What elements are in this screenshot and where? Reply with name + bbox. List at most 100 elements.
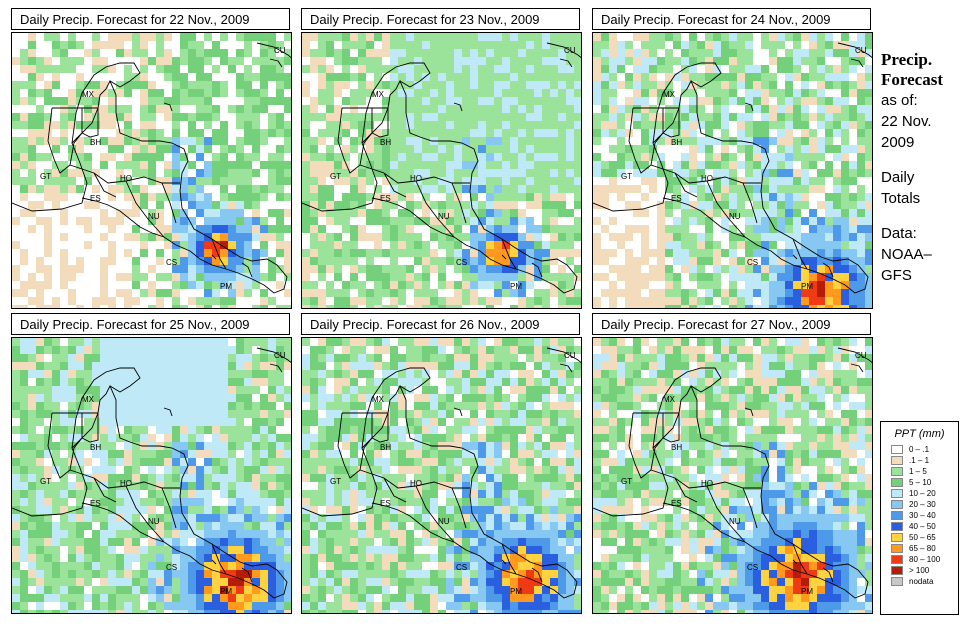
precip-cell: [601, 225, 609, 233]
precip-cell: [745, 225, 753, 233]
precip-cell: [84, 394, 92, 402]
precip-cell: [649, 73, 657, 81]
precip-cell: [334, 249, 342, 257]
precip-cell: [20, 354, 28, 362]
precip-cell: [366, 450, 374, 458]
precip-cell: [228, 610, 236, 613]
precip-cell: [220, 185, 228, 193]
precip-cell: [220, 129, 228, 137]
precip-cell: [318, 57, 326, 65]
precip-cell: [534, 57, 542, 65]
precip-cell: [486, 354, 494, 362]
precip-cell: [302, 450, 310, 458]
precip-cell: [310, 217, 318, 225]
precip-cell: [462, 402, 470, 410]
precip-cell: [398, 354, 406, 362]
precip-cell: [518, 89, 526, 97]
precip-cell: [244, 241, 252, 249]
precip-cell: [12, 442, 20, 450]
precip-cell: [809, 257, 817, 265]
precip-cell: [196, 225, 204, 233]
precip-cell: [342, 370, 350, 378]
precip-cell: [252, 185, 260, 193]
precip-cell: [92, 418, 100, 426]
precip-cell: [124, 89, 132, 97]
precip-cell: [478, 490, 486, 498]
precip-cell: [673, 273, 681, 281]
precip-cell: [374, 474, 382, 482]
precip-cell: [260, 474, 268, 482]
precip-cell: [566, 137, 574, 145]
precip-cell: [326, 97, 334, 105]
precip-cell: [44, 434, 52, 442]
precip-cell: [713, 33, 721, 41]
precip-cell: [761, 209, 769, 217]
precip-cell: [526, 57, 534, 65]
precip-cell: [454, 386, 462, 394]
precip-cell: [518, 33, 526, 41]
precip-cell: [857, 257, 865, 265]
precip-cell: [244, 426, 252, 434]
precip-cell: [28, 49, 36, 57]
precip-cell: [865, 129, 872, 137]
precip-cell: [841, 225, 849, 233]
precip-cell: [550, 458, 558, 466]
precip-cell: [518, 177, 526, 185]
precip-cell: [268, 362, 276, 370]
precip-cell: [366, 121, 374, 129]
precip-cell: [244, 265, 252, 273]
precip-cell: [486, 418, 494, 426]
precip-cell: [318, 33, 326, 41]
precip-cell: [785, 209, 793, 217]
precip-cell: [268, 153, 276, 161]
precip-cell: [342, 474, 350, 482]
precip-cell: [761, 193, 769, 201]
precip-cell: [550, 65, 558, 73]
precip-cell: [478, 434, 486, 442]
precip-cell: [406, 490, 414, 498]
precip-cell: [326, 450, 334, 458]
precip-cell: [574, 474, 581, 482]
precip-cell: [705, 273, 713, 281]
precip-grid: [302, 338, 581, 613]
precip-cell: [550, 257, 558, 265]
precip-cell: [68, 89, 76, 97]
precip-cell: [276, 169, 284, 177]
precip-cell: [689, 209, 697, 217]
precip-cell: [737, 241, 745, 249]
precip-cell: [518, 466, 526, 474]
precip-cell: [302, 273, 310, 281]
precip-cell: [350, 354, 358, 362]
precip-cell: [374, 129, 382, 137]
precip-cell: [140, 506, 148, 514]
precip-cell: [172, 602, 180, 610]
precip-cell: [44, 426, 52, 434]
precip-cell: [721, 161, 729, 169]
precip-cell: [68, 410, 76, 418]
precip-cell: [302, 386, 310, 394]
precip-cell: [220, 370, 228, 378]
precip-cell: [244, 169, 252, 177]
precip-cell: [236, 105, 244, 113]
precip-cell: [100, 514, 108, 522]
precip-cell: [220, 217, 228, 225]
precip-cell: [665, 89, 673, 97]
precip-cell: [124, 506, 132, 514]
precip-cell: [398, 129, 406, 137]
precip-cell: [785, 169, 793, 177]
precip-cell: [689, 129, 697, 137]
precip-cell: [705, 153, 713, 161]
precip-cell: [124, 538, 132, 546]
precip-cell: [526, 466, 534, 474]
precip-cell: [801, 281, 809, 289]
precip-cell: [446, 249, 454, 257]
precip-cell: [188, 490, 196, 498]
precip-cell: [284, 362, 291, 370]
precip-cell: [132, 458, 140, 466]
precip-cell: [374, 305, 382, 308]
precip-cell: [76, 594, 84, 602]
precip-cell: [124, 233, 132, 241]
precip-cell: [486, 201, 494, 209]
precip-cell: [310, 249, 318, 257]
